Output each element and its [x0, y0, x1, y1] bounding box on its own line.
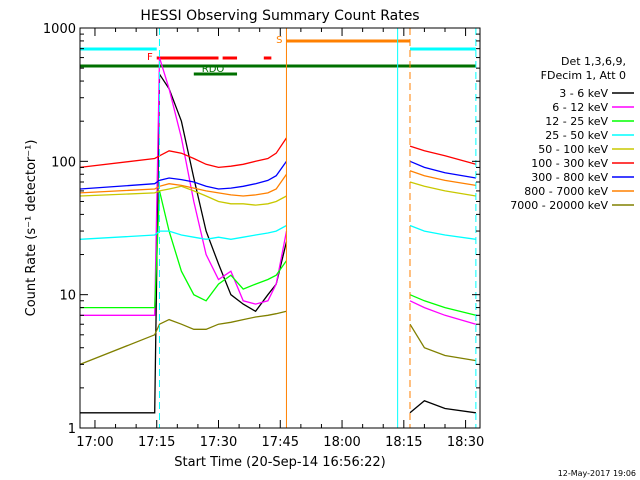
series-line-7-part-1	[79, 160, 288, 190]
series-line-6-part-1	[79, 137, 288, 169]
series-line-1-part-1	[80, 72, 288, 414]
series-line-3-part-2	[409, 294, 477, 316]
x-tick-label: 17:00	[76, 435, 113, 450]
legend-label: 100 - 300 keV	[531, 157, 608, 170]
series-line-9-part-1	[79, 310, 287, 366]
vertical-line-layer	[158, 28, 477, 428]
series-line-4-part-1	[79, 224, 287, 240]
legend-label: 7000 - 20000 keV	[510, 199, 608, 212]
x-tick-label: 17:45	[262, 435, 299, 450]
series-line-2-part-1	[80, 57, 288, 316]
series-line-6-part-2	[409, 145, 477, 165]
y-tick-label: 1	[68, 422, 76, 437]
x-tick-label: 17:15	[138, 435, 175, 450]
series-line-4-part-2	[409, 224, 476, 240]
y-tick-label: 1000	[43, 22, 76, 37]
series-line-2-part-2	[409, 300, 477, 325]
series-line-5-part-1	[79, 185, 287, 206]
legend-header-2: FDecim 1, Att 0	[541, 69, 626, 82]
annotation-label: RDO	[202, 64, 225, 75]
x-tick-label: 18:00	[323, 435, 360, 450]
legend-label: 3 - 6 keV	[559, 87, 608, 100]
annotation-label: F	[147, 52, 153, 63]
y-tick-label: 100	[51, 155, 76, 170]
legend-label: 25 - 50 keV	[545, 129, 608, 142]
series-line-8-part-2	[409, 170, 477, 187]
series-line-7-part-2	[409, 160, 477, 179]
annotation-label: S	[276, 35, 282, 46]
y-axis-label: Count Rate (s⁻¹ detector⁻¹)	[24, 140, 39, 317]
legend-label: 50 - 100 keV	[538, 143, 608, 156]
legend-label: 12 - 25 keV	[545, 115, 608, 128]
x-tick-label: 18:15	[385, 435, 422, 450]
series-line-1-part-2	[409, 400, 476, 414]
series-layer	[79, 57, 477, 414]
legend-label: 800 - 7000 keV	[524, 185, 608, 198]
series-line-5-part-2	[409, 181, 477, 197]
x-axis-label: Start Time (20-Sep-14 16:56:22)	[174, 455, 385, 470]
series-line-3-part-1	[80, 190, 288, 309]
series-line-9-part-2	[409, 323, 477, 362]
x-tick-label: 18:30	[447, 435, 484, 450]
footer-date: 12-May-2017 19:06	[558, 469, 636, 478]
legend-header-1: Det 1,3,6,9,	[561, 55, 626, 68]
axis-layer: 17:00 17:15 17:30 17:45 18:00 18:15 18:30 1 10 10…	[43, 22, 484, 450]
y-tick-label: 10	[59, 289, 76, 304]
legend-label: 6 - 12 keV	[552, 101, 608, 114]
legend-label: 300 - 800 keV	[531, 171, 608, 184]
chart-title: HESSI Observing Summary Count Rates	[140, 8, 419, 24]
x-tick-label: 17:30	[200, 435, 237, 450]
series-line-8-part-1	[79, 173, 288, 197]
